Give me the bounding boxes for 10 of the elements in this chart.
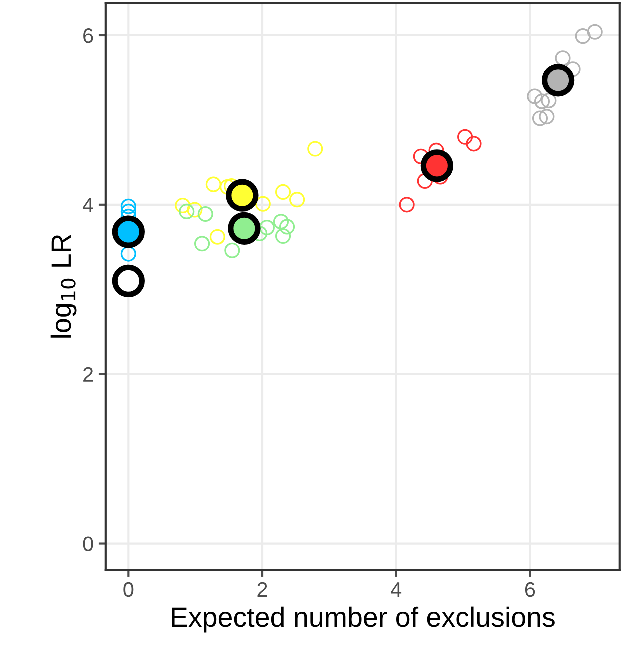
y-tick-label: 4: [83, 198, 94, 212]
y-tick-label: 6: [84, 28, 94, 44]
y-axis-title: log$_{10}$ LR: [50, 234, 77, 338]
x-tick-label: 4: [391, 582, 402, 597]
x-tick-label: 0: [124, 582, 134, 598]
y-tick-label: 0: [83, 536, 94, 552]
y-tick-label: 2: [84, 367, 94, 382]
x-axis-title: Expected number of exclusions: [172, 606, 555, 633]
x-tick-label: 6: [525, 582, 536, 598]
x-tick-label: 2: [258, 582, 268, 597]
